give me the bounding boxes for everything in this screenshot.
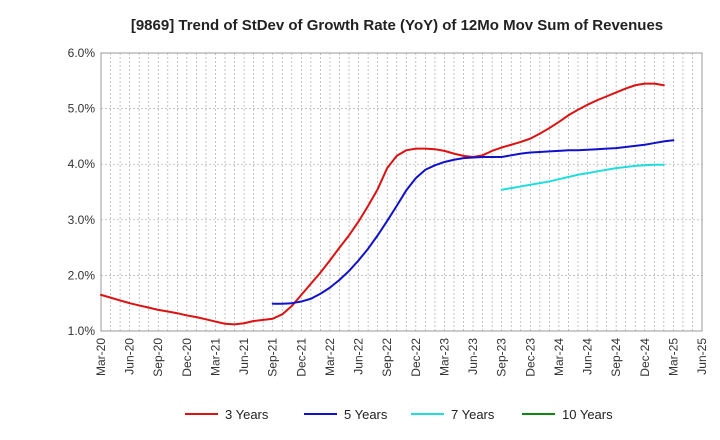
y-axis: 1.0% 2.0% 3.0% 4.0% 5.0% 6.0% (68, 46, 96, 338)
y-tick-label: 2.0% (68, 268, 96, 282)
series-layer (100, 82, 675, 326)
x-tick-label: Dec-21 (294, 338, 308, 377)
y-tick-label: 1.0% (68, 324, 96, 338)
y-tick-label: 5.0% (68, 102, 96, 116)
series-line-7-years (500, 163, 665, 191)
x-tick-label: Mar-21 (208, 338, 222, 376)
x-tick-label: Jun-20 (123, 338, 137, 375)
legend: 3 Years 5 Years 7 Years 10 Years (185, 407, 613, 422)
x-tick-label: Mar-23 (437, 338, 451, 376)
y-tick-label: 6.0% (68, 46, 96, 60)
legend-label: 7 Years (451, 407, 495, 422)
x-tick-label: Sep-21 (266, 338, 280, 377)
x-tick-label: Sep-20 (151, 338, 165, 377)
x-tick-label: Jun-22 (352, 338, 366, 375)
legend-label: 3 Years (225, 407, 269, 422)
chart-title: [9869] Trend of StDev of Growth Rate (Yo… (131, 17, 663, 34)
plot-frame (100, 52, 703, 332)
series-line-3-years (100, 82, 665, 326)
x-tick-label: Mar-20 (94, 338, 108, 376)
x-tick-label: Dec-22 (409, 338, 423, 377)
x-axis: Mar-20 Jun-20 Sep-20 Dec-20 Mar-21 Jun-21 Sep-… (94, 338, 709, 377)
legend-label: 10 Years (562, 407, 613, 422)
x-tick-label: Mar-22 (323, 338, 337, 376)
series-line-5-years (271, 139, 675, 305)
x-tick-label: Mar-25 (666, 338, 680, 376)
x-tick-label: Sep-24 (609, 338, 623, 377)
x-tick-label: Sep-23 (495, 338, 509, 377)
x-tick-label: Dec-23 (523, 338, 537, 377)
x-tick-label: Sep-22 (380, 338, 394, 377)
y-tick-label: 3.0% (68, 213, 96, 227)
x-tick-label: Dec-24 (638, 338, 652, 377)
x-tick-label: Jun-21 (237, 338, 251, 375)
legend-label: 5 Years (344, 407, 388, 422)
y-tick-label: 4.0% (68, 157, 96, 171)
x-tick-label: Jun-25 (695, 338, 709, 375)
x-tick-label: Jun-23 (466, 338, 480, 375)
x-tick-label: Jun-24 (581, 338, 595, 375)
x-tick-label: Mar-24 (552, 338, 566, 376)
grid-layer (101, 53, 702, 331)
x-tick-label: Dec-20 (180, 338, 194, 377)
